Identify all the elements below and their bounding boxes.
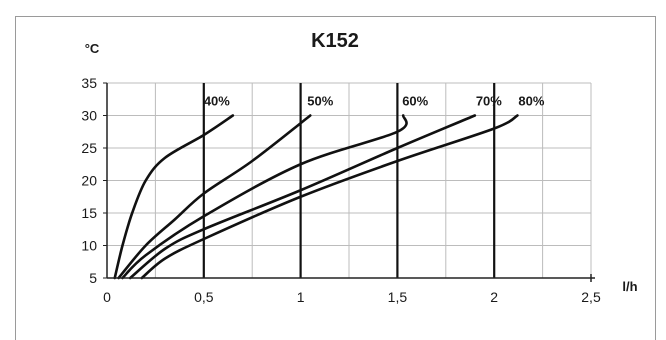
chart-frame (15, 16, 656, 340)
series-line-60pct (121, 114, 408, 280)
series-label-70pct: 70% (476, 94, 502, 109)
y-tick-label: 15 (81, 205, 97, 221)
series-line-50pct (117, 114, 312, 280)
y-tick-label: 25 (81, 140, 97, 156)
series-label-50pct: 50% (307, 94, 333, 109)
y-tick-label: 10 (81, 238, 97, 254)
x-tick-label: 0,5 (194, 289, 214, 305)
x-tick-label: 1,5 (388, 289, 408, 305)
x-axis-label: l/h (622, 279, 637, 294)
x-tick-label: 2 (490, 289, 498, 305)
y-tick-label: 30 (81, 108, 97, 124)
x-tick-label: 2,5 (581, 289, 601, 305)
series-label-40pct: 40% (204, 94, 230, 109)
series-label-80pct: 80% (518, 94, 544, 109)
chart-title: K152 (311, 30, 359, 52)
y-tick-label: 5 (89, 270, 97, 286)
series-line-40pct (113, 114, 235, 280)
y-tick-label: 35 (81, 75, 97, 91)
y-axis-label: °C (85, 41, 100, 56)
x-tick-label: 0 (103, 289, 111, 305)
x-tick-label: 1 (297, 289, 305, 305)
series-line-70pct (128, 114, 477, 280)
series-label-60pct: 60% (402, 94, 428, 109)
y-tick-label: 20 (81, 173, 97, 189)
series-line-80pct (140, 114, 519, 280)
